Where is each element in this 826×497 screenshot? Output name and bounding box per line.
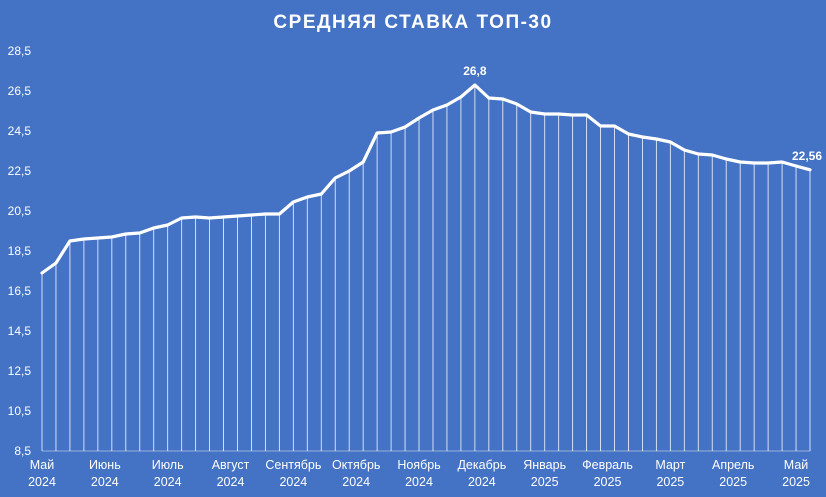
x-tick-year: 2024	[91, 475, 119, 489]
x-tick-month: Март	[655, 458, 685, 472]
x-tick-month: Февраль	[582, 458, 633, 472]
x-tick-year: 2025	[594, 475, 622, 489]
series-line	[40, 83, 812, 275]
x-tick-month: Сентябрь	[265, 458, 321, 472]
x-tick-year: 2024	[405, 475, 433, 489]
x-tick-month: Декабрь	[457, 458, 506, 472]
y-tick-label: 20,5	[8, 204, 32, 218]
y-tick-label: 10,5	[8, 404, 32, 418]
data-label: 26,8	[463, 64, 487, 78]
x-tick-year: 2025	[719, 475, 747, 489]
y-tick-label: 12,5	[8, 364, 32, 378]
x-tick-year: 2024	[217, 475, 245, 489]
y-tick-label: 18,5	[8, 244, 32, 258]
x-tick-year: 2024	[468, 475, 496, 489]
y-tick-label: 22,5	[8, 164, 32, 178]
x-tick-month: Январь	[523, 458, 566, 472]
y-tick-label: 8,5	[14, 444, 31, 458]
chart-title: СРЕДНЯЯ СТАВКА ТОП-30	[273, 12, 553, 33]
x-tick-year: 2024	[154, 475, 182, 489]
x-tick-month: Август	[212, 458, 250, 472]
x-tick-month: Май	[30, 458, 55, 472]
x-tick-month: Ноябрь	[397, 458, 440, 472]
x-tick-year: 2024	[342, 475, 370, 489]
y-tick-label: 24,5	[8, 124, 32, 138]
x-tick-month: Октябрь	[332, 458, 380, 472]
y-tick-label: 14,5	[8, 324, 32, 338]
data-label: 22,56	[792, 149, 822, 163]
x-tick-year: 2025	[531, 475, 559, 489]
y-tick-label: 26,5	[8, 84, 32, 98]
x-tick-year: 2024	[28, 475, 56, 489]
x-tick-year: 2025	[782, 475, 810, 489]
y-tick-label: 28,5	[8, 44, 32, 58]
x-tick-month: Май	[784, 458, 809, 472]
y-tick-label: 16,5	[8, 284, 32, 298]
x-tick-month: Июнь	[89, 458, 121, 472]
x-tick-month: Июль	[152, 458, 184, 472]
x-tick-year: 2025	[656, 475, 684, 489]
x-tick-year: 2024	[279, 475, 307, 489]
x-tick-month: Апрель	[712, 458, 754, 472]
